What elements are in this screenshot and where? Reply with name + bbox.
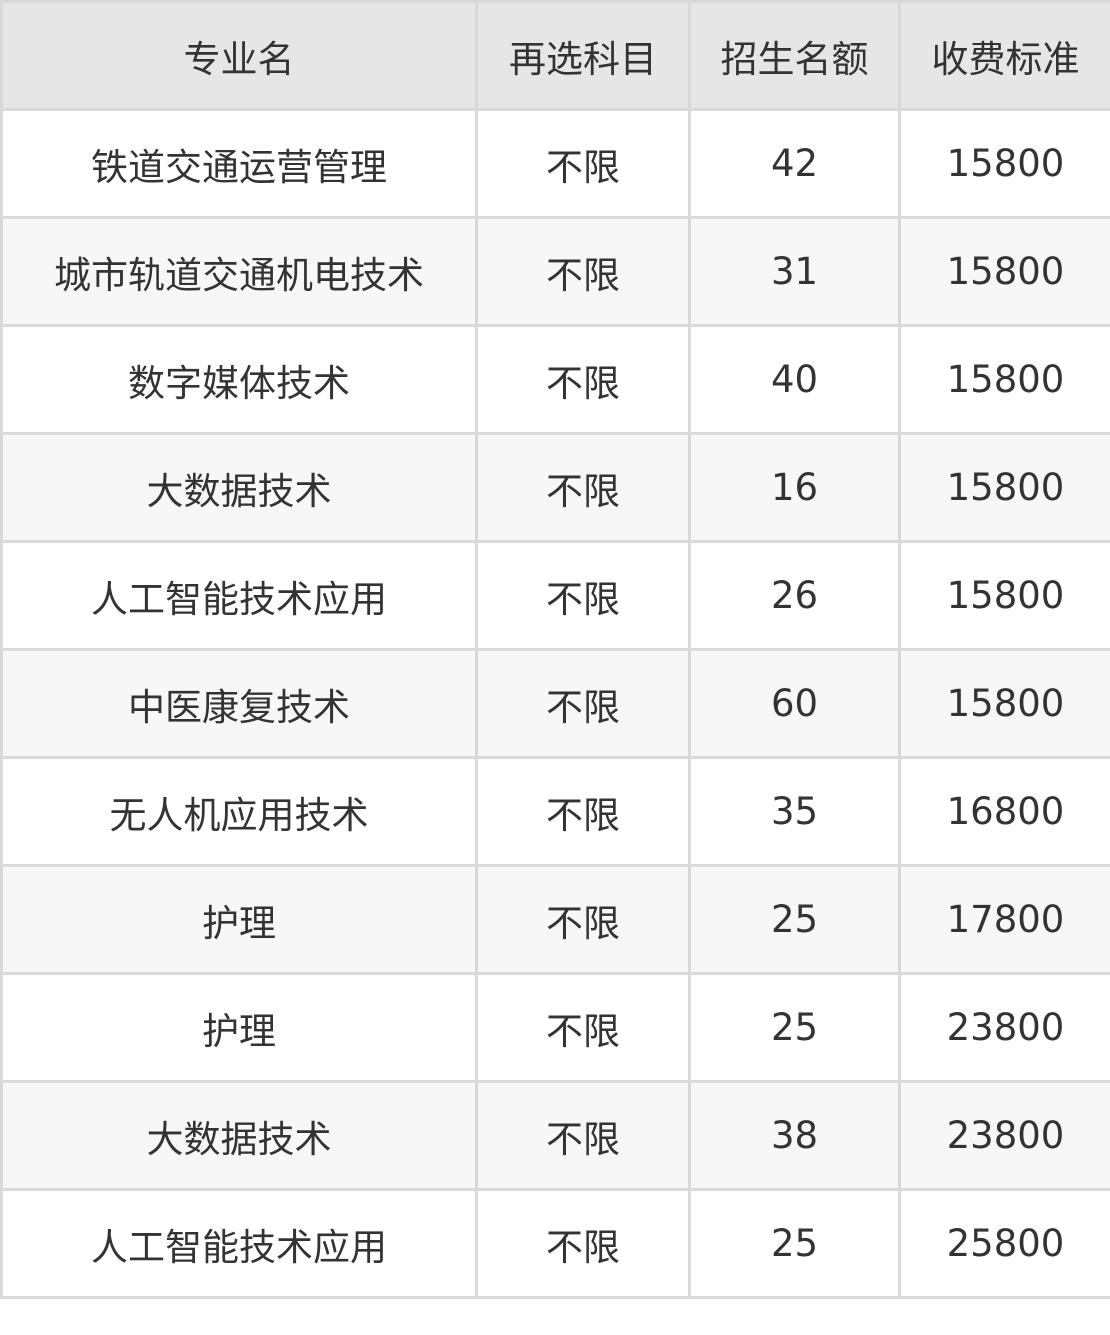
fee-cell: 25800 [898, 1188, 1110, 1299]
table-row: 大数据技术 不限 16 15800 [0, 432, 1110, 543]
major-cell: 护理 [0, 864, 478, 975]
major-cell: 护理 [0, 972, 478, 1083]
subjects-cell: 不限 [475, 216, 691, 327]
major-cell: 人工智能技术应用 [0, 1188, 478, 1299]
fee-cell: 15800 [898, 216, 1110, 327]
fee-cell: 15800 [898, 540, 1110, 651]
fee-cell: 15800 [898, 648, 1110, 759]
quota-cell: 25 [688, 1188, 901, 1299]
table-row: 护理 不限 25 17800 [0, 864, 1110, 975]
subjects-cell: 不限 [475, 756, 691, 867]
major-cell: 铁道交通运营管理 [0, 108, 478, 219]
major-cell: 城市轨道交通机电技术 [0, 216, 478, 327]
quota-cell: 31 [688, 216, 901, 327]
fee-cell: 16800 [898, 756, 1110, 867]
major-cell: 大数据技术 [0, 1080, 478, 1191]
fee-cell: 23800 [898, 972, 1110, 1083]
quota-cell: 25 [688, 864, 901, 975]
table-row: 数字媒体技术 不限 40 15800 [0, 324, 1110, 435]
table-row: 大数据技术 不限 38 23800 [0, 1080, 1110, 1191]
subjects-cell: 不限 [475, 648, 691, 759]
major-cell: 大数据技术 [0, 432, 478, 543]
header-subjects: 再选科目 [475, 0, 691, 111]
table-row: 护理 不限 25 23800 [0, 972, 1110, 1083]
fee-cell: 15800 [898, 108, 1110, 219]
fee-cell: 23800 [898, 1080, 1110, 1191]
table-row: 中医康复技术 不限 60 15800 [0, 648, 1110, 759]
subjects-cell: 不限 [475, 324, 691, 435]
quota-cell: 42 [688, 108, 901, 219]
quota-cell: 25 [688, 972, 901, 1083]
quota-cell: 26 [688, 540, 901, 651]
subjects-cell: 不限 [475, 1188, 691, 1299]
subjects-cell: 不限 [475, 540, 691, 651]
subjects-cell: 不限 [475, 1080, 691, 1191]
header-fee: 收费标准 [898, 0, 1110, 111]
major-cell: 中医康复技术 [0, 648, 478, 759]
table-row: 无人机应用技术 不限 35 16800 [0, 756, 1110, 867]
quota-cell: 38 [688, 1080, 901, 1191]
fee-cell: 15800 [898, 324, 1110, 435]
header-quota: 招生名额 [688, 0, 901, 111]
header-major: 专业名 [0, 0, 478, 111]
majors-table: 专业名 再选科目 招生名额 收费标准 铁道交通运营管理 不限 42 15800 城市轨道… [0, 0, 1110, 1299]
table-row: 人工智能技术应用 不限 25 25800 [0, 1188, 1110, 1299]
table-row: 人工智能技术应用 不限 26 15800 [0, 540, 1110, 651]
quota-cell: 40 [688, 324, 901, 435]
quota-cell: 35 [688, 756, 901, 867]
major-cell: 人工智能技术应用 [0, 540, 478, 651]
table-row: 城市轨道交通机电技术 不限 31 15800 [0, 216, 1110, 327]
fee-cell: 17800 [898, 864, 1110, 975]
major-cell: 数字媒体技术 [0, 324, 478, 435]
subjects-cell: 不限 [475, 864, 691, 975]
subjects-cell: 不限 [475, 972, 691, 1083]
quota-cell: 16 [688, 432, 901, 543]
header-row: 专业名 再选科目 招生名额 收费标准 [0, 0, 1110, 111]
fee-cell: 15800 [898, 432, 1110, 543]
major-cell: 无人机应用技术 [0, 756, 478, 867]
subjects-cell: 不限 [475, 432, 691, 543]
table-row: 铁道交通运营管理 不限 42 15800 [0, 108, 1110, 219]
subjects-cell: 不限 [475, 108, 691, 219]
quota-cell: 60 [688, 648, 901, 759]
